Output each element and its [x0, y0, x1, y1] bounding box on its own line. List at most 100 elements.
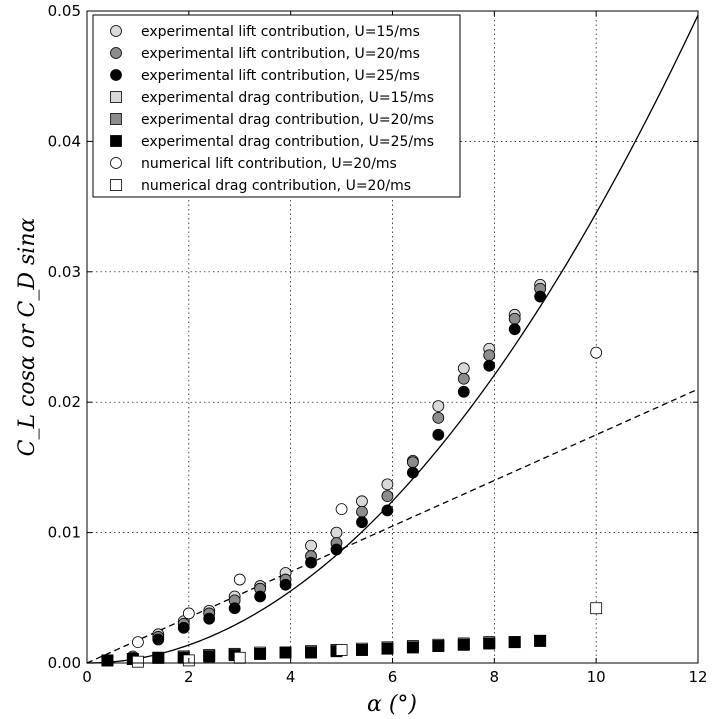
- x-tick-label: 2: [184, 668, 194, 686]
- legend-marker: [110, 135, 122, 147]
- data-point: [508, 636, 521, 649]
- y-tick-label: 0.02: [48, 393, 81, 411]
- legend-label: experimental drag contribution, U=20/ms: [141, 112, 434, 128]
- legend: experimental lift contribution, U=15/ms e…: [92, 14, 461, 198]
- data-point: [203, 612, 216, 625]
- data-point: [182, 607, 195, 620]
- x-axis-label: α (°): [367, 692, 417, 717]
- data-point: [330, 543, 343, 556]
- data-point: [432, 411, 445, 424]
- legend-label: numerical drag contribution, U=20/ms: [141, 178, 411, 194]
- data-point: [483, 349, 496, 362]
- legend-label: experimental drag contribution, U=25/ms: [141, 134, 434, 150]
- legend-marker: [110, 91, 122, 103]
- data-point: [457, 372, 470, 385]
- legend-entry: experimental lift contribution, U=25/ms: [110, 68, 420, 84]
- data-point: [177, 621, 190, 634]
- data-point: [406, 456, 419, 469]
- x-tick-label: 12: [688, 668, 707, 686]
- data-point: [279, 646, 292, 659]
- data-point: [381, 642, 394, 655]
- data-point: [330, 526, 343, 539]
- data-point: [152, 651, 165, 664]
- series-3: [126, 290, 547, 665]
- data-point: [590, 346, 603, 359]
- legend-marker: [110, 157, 122, 169]
- data-point: [381, 490, 394, 502]
- legend-marker: [110, 113, 122, 125]
- legend-entry: numerical drag contribution, U=20/ms: [110, 178, 411, 194]
- data-point: [356, 495, 368, 508]
- ticks-layer: 0 2 4 6 8 10 12 0.00 0.01 0.02 0.03 0.04 0.05: [48, 2, 708, 686]
- data-point: [254, 647, 267, 660]
- data-point: [381, 504, 394, 517]
- legend-entry: experimental drag contribution, U=15/ms: [110, 90, 434, 106]
- points-layer: [101, 278, 603, 668]
- data-point: [132, 636, 144, 649]
- data-point: [432, 428, 445, 441]
- legend-entry: experimental drag contribution, U=25/ms: [110, 134, 434, 150]
- legend-entry: experimental lift contribution, U=15/ms: [110, 24, 420, 40]
- y-tick-label: 0.04: [48, 132, 81, 150]
- legend-label: experimental lift contribution, U=15/ms: [141, 24, 420, 40]
- data-point: [279, 578, 292, 591]
- legend-marker: [110, 69, 122, 81]
- data-point: [254, 590, 267, 603]
- data-point: [508, 312, 521, 325]
- legend-label: experimental lift contribution, U=20/ms: [141, 46, 420, 62]
- x-tick-label: 10: [587, 668, 606, 686]
- x-tick-label: 4: [286, 668, 296, 686]
- data-point: [534, 290, 547, 303]
- x-tick-label: 6: [388, 668, 398, 686]
- series-7: [132, 346, 603, 649]
- x-tick-label: 0: [82, 668, 92, 686]
- data-point: [381, 478, 394, 491]
- y-tick-label: 0.01: [48, 524, 81, 542]
- data-point: [132, 655, 144, 668]
- data-point: [534, 634, 547, 647]
- data-point: [483, 359, 496, 372]
- data-point: [356, 505, 368, 518]
- data-point: [457, 362, 470, 375]
- data-point: [457, 385, 470, 398]
- data-point: [305, 556, 317, 569]
- y-tick-label: 0.00: [48, 654, 81, 672]
- y-tick-label: 0.05: [48, 2, 81, 20]
- data-point: [305, 646, 317, 659]
- data-point: [335, 644, 348, 656]
- data-point: [233, 573, 246, 586]
- data-point: [228, 602, 241, 615]
- data-point: [356, 516, 368, 529]
- y-tick-label: 0.03: [48, 263, 81, 281]
- data-point: [101, 654, 114, 667]
- data-point: [590, 602, 603, 615]
- legend-marker: [110, 25, 122, 37]
- data-point: [233, 651, 246, 664]
- data-point: [457, 638, 470, 651]
- legend-entry: experimental drag contribution, U=20/ms: [110, 112, 434, 128]
- data-point: [356, 644, 368, 656]
- data-point: [305, 539, 317, 552]
- legend-entry: experimental lift contribution, U=20/ms: [110, 46, 420, 62]
- data-point: [406, 466, 419, 479]
- data-point: [432, 640, 445, 652]
- data-point: [406, 641, 419, 654]
- data-point: [152, 633, 165, 646]
- legend-marker: [110, 179, 122, 191]
- x-tick-label: 8: [490, 668, 500, 686]
- legend-label: numerical lift contribution, U=20/ms: [141, 156, 397, 172]
- solid-fit-curve: [86, 14, 699, 664]
- data-point: [483, 637, 496, 650]
- legend-marker: [110, 47, 122, 59]
- legend-label: experimental lift contribution, U=25/ms: [141, 68, 420, 84]
- data-point: [335, 503, 348, 516]
- data-point: [508, 323, 521, 336]
- data-point: [432, 400, 445, 413]
- legend-label: experimental drag contribution, U=15/ms: [141, 90, 434, 106]
- legend-frame: [92, 14, 461, 198]
- legend-entry: numerical lift contribution, U=20/ms: [110, 156, 397, 172]
- data-point: [203, 650, 216, 663]
- y-axis-label: C_L cosα or C_D sinα: [15, 218, 40, 457]
